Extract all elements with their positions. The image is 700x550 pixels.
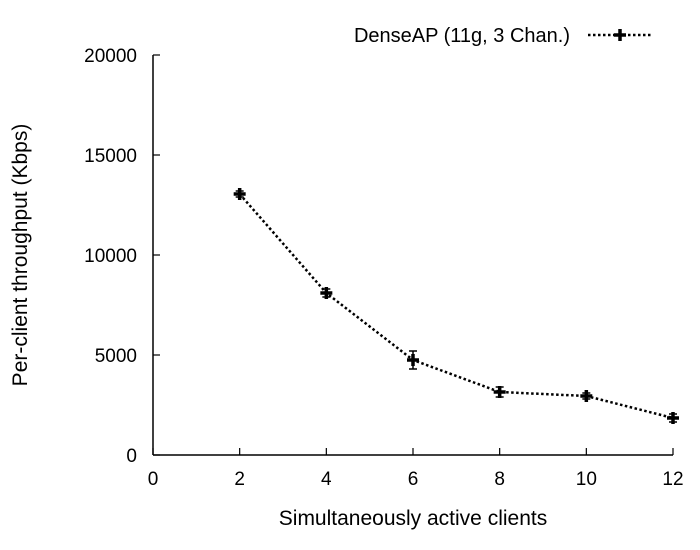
data-point-marker — [320, 287, 333, 299]
chart-axes — [152, 55, 673, 456]
y-tick-label: 5000 — [95, 346, 137, 367]
data-point-marker — [493, 386, 506, 398]
y-axis-ticks: 0 5000 10000 15000 20000 — [84, 46, 160, 467]
y-tick-label: 15000 — [84, 146, 137, 167]
y-tick-label: 20000 — [84, 46, 137, 67]
legend: DenseAP (11g, 3 Chan.) — [354, 25, 652, 47]
x-tick-label: 0 — [148, 469, 159, 490]
series-line — [238, 193, 674, 420]
x-tick-label: 10 — [576, 469, 597, 490]
x-tick-label: 2 — [234, 469, 245, 490]
data-point-marker — [667, 412, 679, 424]
x-axis-ticks: 0 2 4 6 8 10 12 — [148, 448, 684, 490]
y-axis-title: Per-client throughput (Kbps) — [9, 124, 32, 387]
y-tick-label: 0 — [126, 446, 137, 467]
data-point-marker — [233, 188, 246, 200]
x-tick-label: 8 — [494, 469, 505, 490]
legend-label: DenseAP (11g, 3 Chan.) — [354, 25, 570, 47]
legend-marker-plus — [614, 29, 626, 41]
x-axis-title: Simultaneously active clients — [279, 507, 547, 530]
y-tick-label: 10000 — [84, 246, 137, 267]
legend-plus-marker — [614, 29, 626, 41]
x-tick-label: 4 — [321, 469, 332, 490]
data-point-marker — [580, 390, 593, 402]
x-tick-label: 6 — [408, 469, 419, 490]
data-point-marker — [407, 354, 419, 366]
x-tick-label: 12 — [662, 469, 683, 490]
series-layer — [233, 188, 679, 424]
